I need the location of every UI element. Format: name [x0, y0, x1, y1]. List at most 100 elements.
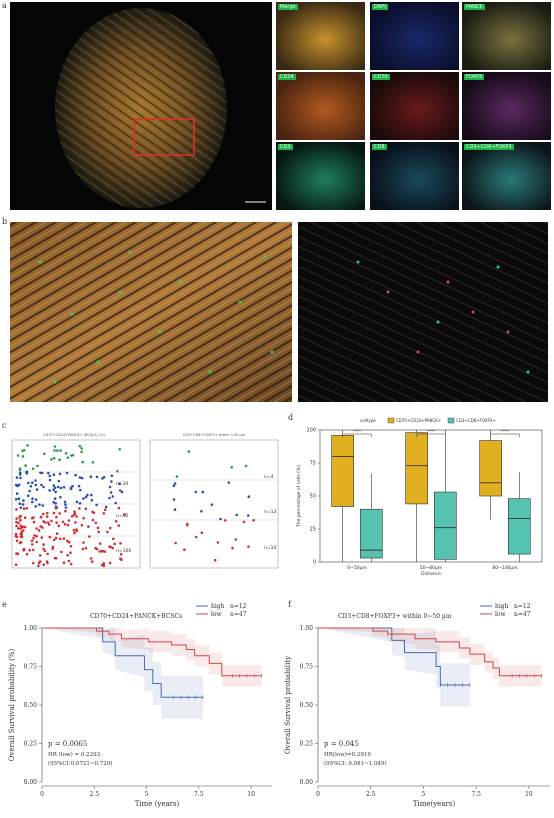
scatter-dot	[36, 464, 39, 468]
channel-tile-label: CD3+CD8+FOXP3	[464, 144, 514, 150]
x-tick-label: 7.5	[194, 791, 204, 798]
scatter-right-n-mid: n=13	[264, 509, 276, 515]
scatter-dot	[65, 471, 69, 475]
scatter-dot	[48, 489, 51, 492]
y-tick-label: 50	[310, 494, 316, 500]
scatter-dot	[123, 513, 127, 516]
scatter-dot	[18, 516, 21, 519]
scatter-dot	[29, 484, 33, 488]
box	[508, 498, 531, 555]
scatter-dot	[92, 511, 96, 515]
scatter-dot	[120, 490, 124, 494]
scatter-dot	[108, 496, 111, 500]
legend-swatch	[387, 417, 395, 424]
scatter-dot	[28, 548, 32, 552]
scatter-dot	[194, 535, 198, 539]
legend-item: CD3+CD8+FOXP3+	[456, 418, 496, 423]
scatter-dot	[27, 481, 30, 485]
x-tick-label: 10	[247, 791, 255, 798]
scatter-dot	[26, 444, 29, 447]
scatter-dot	[42, 563, 46, 566]
scatter-dot	[88, 535, 91, 538]
channel-tile: CD3	[276, 142, 365, 210]
panel-label-e: e	[2, 600, 7, 609]
zoom-merge-image	[10, 222, 292, 402]
scatter-dot	[31, 481, 34, 484]
x-tick-label: 10	[525, 791, 533, 798]
scatter-dot	[54, 490, 57, 494]
sig-bracket	[490, 433, 520, 437]
legend-title: celltype	[360, 418, 376, 423]
scatter-dot	[114, 520, 118, 523]
scatter-dot	[111, 495, 115, 498]
scatter-dot	[90, 560, 94, 563]
y-tick-label: 0.75	[24, 664, 38, 671]
channel-tile: CD3+CD8+FOXP3	[462, 142, 551, 210]
legend-n: n=47	[514, 611, 531, 618]
scatter-dot	[234, 538, 238, 541]
scatter-dot	[51, 547, 54, 550]
scatter-dot	[75, 515, 78, 518]
scatter-dot	[101, 550, 105, 553]
scatter-dot	[96, 526, 100, 530]
channel-tile-label: Merge	[278, 4, 298, 10]
scatter-dot	[54, 536, 58, 540]
scatter-dot	[22, 547, 26, 551]
scatter-dot	[120, 558, 123, 562]
scatter-dot	[33, 534, 36, 537]
scatter-dot	[110, 480, 113, 483]
scatter-dot	[60, 550, 63, 554]
y-tick-label: 0	[313, 560, 316, 566]
scatter-dot	[72, 529, 76, 532]
scatter-dot	[108, 561, 112, 565]
x-tick-label: 80~100µm	[492, 565, 517, 571]
scatter-dot	[63, 500, 67, 504]
scatter-dot	[108, 485, 112, 489]
scatter-dot	[104, 505, 108, 509]
scatter-dot	[19, 506, 23, 509]
scatter-dot	[90, 498, 94, 502]
y-axis-label: Overall Survival probability (%)	[8, 648, 16, 761]
scatter-dot	[119, 553, 123, 556]
scatter-dot	[38, 554, 42, 557]
scatter-dot	[94, 521, 98, 525]
scatter-dot	[15, 524, 18, 528]
ci-band	[318, 628, 542, 687]
scatter-dot	[42, 547, 45, 551]
p-value: p = 0.045	[324, 740, 359, 748]
channel-tile: Merge	[276, 2, 365, 70]
scatter-dot	[31, 497, 34, 500]
scatter-dot	[73, 531, 76, 535]
scatter-dot	[52, 538, 56, 542]
scatter-dot	[66, 554, 69, 557]
scatter-dot	[91, 461, 95, 464]
scatter-dot	[210, 503, 214, 506]
scatter-dot	[183, 548, 186, 551]
scatter-dot	[110, 474, 114, 478]
scatter-dot	[106, 530, 109, 534]
scatter-dot	[59, 486, 63, 490]
box	[434, 491, 457, 560]
zoom-phenotype-image	[298, 222, 548, 402]
scatter-dot	[42, 485, 45, 489]
scatter-dot	[22, 507, 26, 510]
scatter-dot	[69, 551, 72, 554]
scatter-dot	[21, 503, 25, 506]
hazard-ratio: HR (low) = 0.2293	[48, 751, 101, 758]
y-tick-label: 0.50	[24, 702, 38, 709]
scatter-dot	[64, 509, 67, 513]
scatter-dot	[15, 517, 18, 520]
channel-tile: CD8	[370, 142, 459, 210]
channel-tile: DAPI	[370, 2, 459, 70]
panel-e-km: CD70+CD24+PANCK+BCSCs high n=12 low n=47 0.00…	[4, 600, 276, 814]
scatter-dot	[108, 545, 111, 548]
x-axis-label: Distance	[421, 571, 441, 577]
scatter-dot	[230, 466, 233, 469]
scatter-right-n-bot: n=14	[264, 545, 276, 551]
y-tick-label: 0.00	[24, 779, 38, 786]
scatter-dot	[59, 496, 62, 499]
scatter-dot	[98, 542, 102, 545]
legend-swatch	[447, 417, 455, 424]
legend-name: low	[211, 611, 223, 618]
tissue-core-svg	[55, 8, 266, 208]
